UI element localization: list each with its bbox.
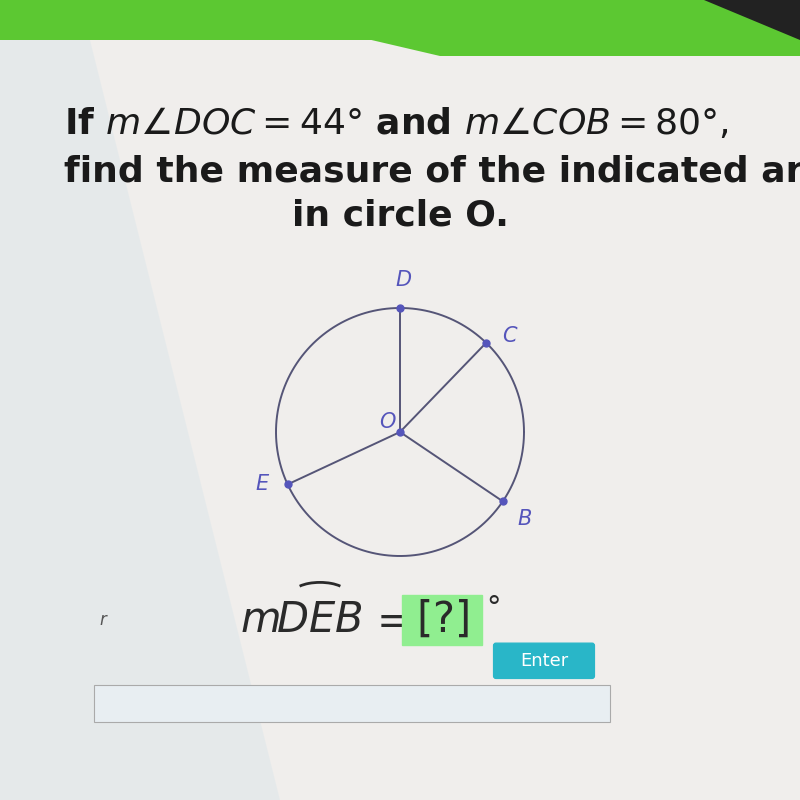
Text: B: B — [518, 510, 531, 530]
Text: $m$: $m$ — [240, 599, 280, 641]
Text: If $m\angle DOC = 44°$ and $m\angle COB = 80°,$: If $m\angle DOC = 44°$ and $m\angle COB … — [64, 106, 729, 142]
Text: D: D — [396, 270, 412, 290]
Polygon shape — [704, 0, 800, 40]
Text: E: E — [255, 474, 269, 494]
Text: in circle O.: in circle O. — [291, 199, 509, 233]
Text: find the measure of the indicated arc: find the measure of the indicated arc — [64, 155, 800, 189]
Text: $=$: $=$ — [368, 599, 409, 641]
Text: $DEB$: $DEB$ — [276, 599, 362, 641]
Polygon shape — [0, 0, 280, 800]
Text: Enter: Enter — [520, 652, 568, 670]
Polygon shape — [0, 0, 800, 40]
Text: $r$: $r$ — [99, 611, 109, 629]
FancyBboxPatch shape — [402, 595, 482, 645]
FancyBboxPatch shape — [494, 643, 594, 678]
Text: O: O — [379, 413, 395, 432]
Text: $[ ? ]$: $[ ? ]$ — [415, 599, 469, 641]
FancyBboxPatch shape — [94, 685, 610, 722]
Polygon shape — [200, 0, 800, 56]
Text: C: C — [502, 326, 517, 346]
Text: °: ° — [486, 594, 501, 622]
